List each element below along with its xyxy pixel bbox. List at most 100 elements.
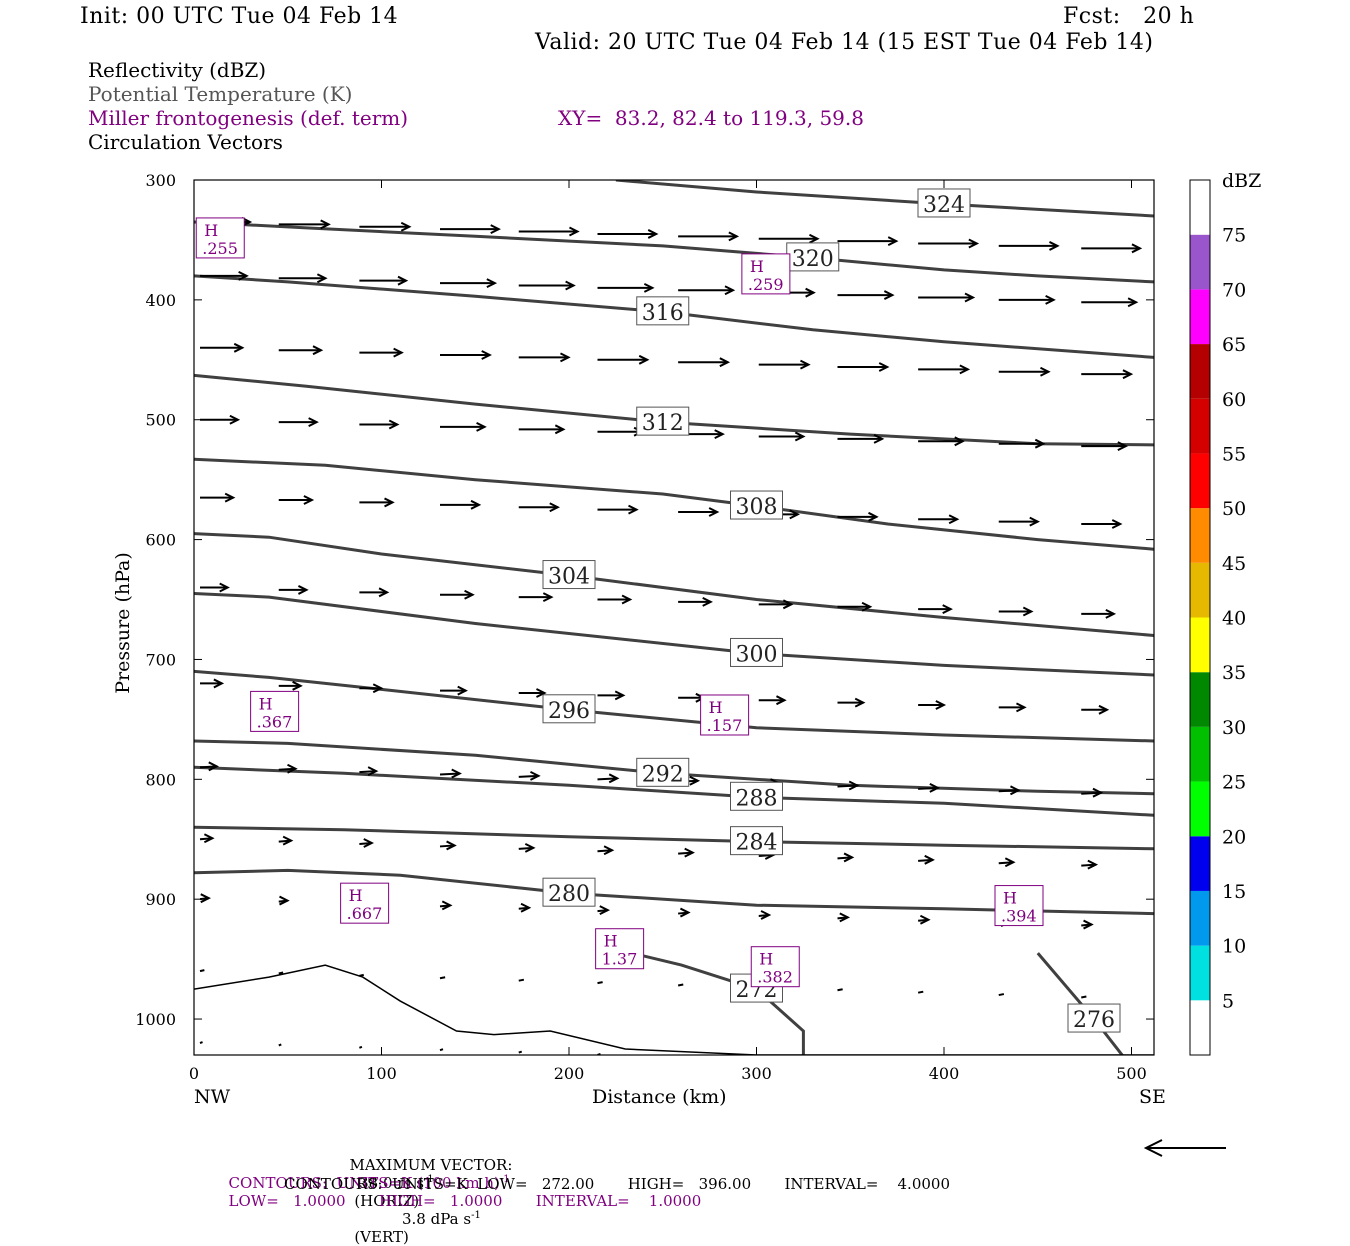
svg-text:H: H [1003,889,1017,908]
terrain-line [194,964,1154,1055]
circulation-vector [440,224,501,235]
theta-label-308: 308 [730,490,783,520]
x-tick-label: 500 [1116,1064,1147,1083]
circulation-vector [999,1066,1002,1067]
circulation-vector [597,504,639,515]
circulation-vector [199,893,211,904]
circulation-vector [918,292,976,303]
theta-label-304: 304 [542,560,596,590]
circulation-vector [440,422,487,432]
circulation-vector [518,592,554,603]
miller-maximum: H.667 [340,882,390,924]
svg-text:300: 300 [736,642,778,667]
max-vector-vert-exponent: -1 [471,1210,481,1221]
theta-label-316: 316 [636,296,690,326]
circulation-vector [359,973,364,977]
x-end-label-nw: NW [194,1086,231,1108]
circulation-vector [518,280,576,291]
circulation-vector [278,680,303,691]
theta-label-288: 288 [730,781,783,811]
svg-text:.255: .255 [202,239,238,258]
theta-label-292: 292 [636,757,690,787]
colorbar-segment [1190,617,1210,673]
theta-contour-324 [615,180,1154,218]
circulation-vector [278,345,324,356]
colorbar-label: 20 [1222,826,1246,848]
x-tick-label: 0 [189,1064,199,1083]
theta-label-280: 280 [542,877,596,907]
svg-text:280: 280 [548,882,590,907]
svg-text:296: 296 [548,699,590,724]
legend-xy: XY= 83.2, 82.4 to 119.3, 59.8 [558,106,864,130]
colorbar-segment [1190,562,1210,618]
svg-text:316: 316 [642,301,684,326]
circulation-vector [678,597,713,607]
circulation-vector [597,905,611,916]
colorbar-label: 15 [1222,881,1246,903]
colorbar-segment [1190,508,1210,563]
forecast-hour: Fcst: 20 h [1063,4,1195,29]
circulation-vector [678,231,740,242]
circulation-vector [359,838,374,848]
circulation-vector [278,273,328,284]
y-tick-label: 700 [145,650,176,669]
miller-maximum: H.394 [994,885,1044,927]
circulation-vector [278,763,298,774]
colorbar-frame [1189,179,1211,1056]
circulation-vector [758,359,811,370]
colorbar-label: 35 [1222,662,1246,684]
circulation-vector [359,275,409,286]
svg-text:H: H [204,221,218,240]
circulation-vector [597,845,615,856]
colorbar-segment [1190,1000,1210,1055]
colorbar-segment [1190,781,1210,837]
circulation-vector [199,833,215,844]
circulation-vector [597,282,655,293]
circulation-vector [678,692,707,703]
colorbar-label: 45 [1222,553,1246,575]
circulation-vector [918,514,960,525]
circulation-vector [359,1045,363,1049]
circulation-vector [518,688,547,698]
svg-text:H: H [604,932,618,951]
theta-label-296: 296 [542,694,596,724]
svg-text:284: 284 [736,831,778,856]
circulation-vector [278,417,319,428]
colorbar-label: 25 [1222,772,1246,794]
circulation-vector [1081,519,1123,529]
circulation-vector [439,768,462,779]
circulation-vector [1081,704,1110,715]
circulation-vector [518,424,566,435]
circulation-vector [678,357,731,368]
colorbar-segment [1190,890,1210,946]
svg-text:276: 276 [1073,1008,1115,1033]
circulation-vector [597,690,626,701]
theta-label-312: 312 [636,406,690,436]
circulation-vector [278,895,290,906]
svg-text:H: H [349,886,363,905]
circulation-vector [918,238,980,249]
colorbar-segment [1190,836,1210,891]
init-time: Init: 00 UTC Tue 04 Feb 14 [80,4,399,29]
theta-contour-320 [194,220,1154,284]
circulation-vector [440,499,482,510]
y-tick-label: 800 [145,770,176,789]
circulation-vector [1081,1068,1084,1069]
svg-text:H: H [750,257,764,276]
svg-text:H: H [759,950,773,969]
theta-contour-296 [194,669,1154,743]
circulation-vector [1081,787,1104,798]
miller-maximum: H.255 [195,217,245,259]
y-tick-label: 900 [145,890,176,909]
plot-frame [193,179,1155,1056]
circulation-vector [677,983,684,987]
circulation-vector [1081,995,1087,999]
circulation-vector [1081,919,1094,930]
colorbar-label: 10 [1222,936,1246,958]
circulation-vector [200,582,230,593]
colorbar-segment [1190,234,1210,290]
circulation-vector [758,910,772,920]
svg-text:.382: .382 [757,968,793,987]
theta-label-324: 324 [917,188,971,218]
cross-section-chart: 3243203163123083043002962922882842802762… [135,170,1261,1083]
